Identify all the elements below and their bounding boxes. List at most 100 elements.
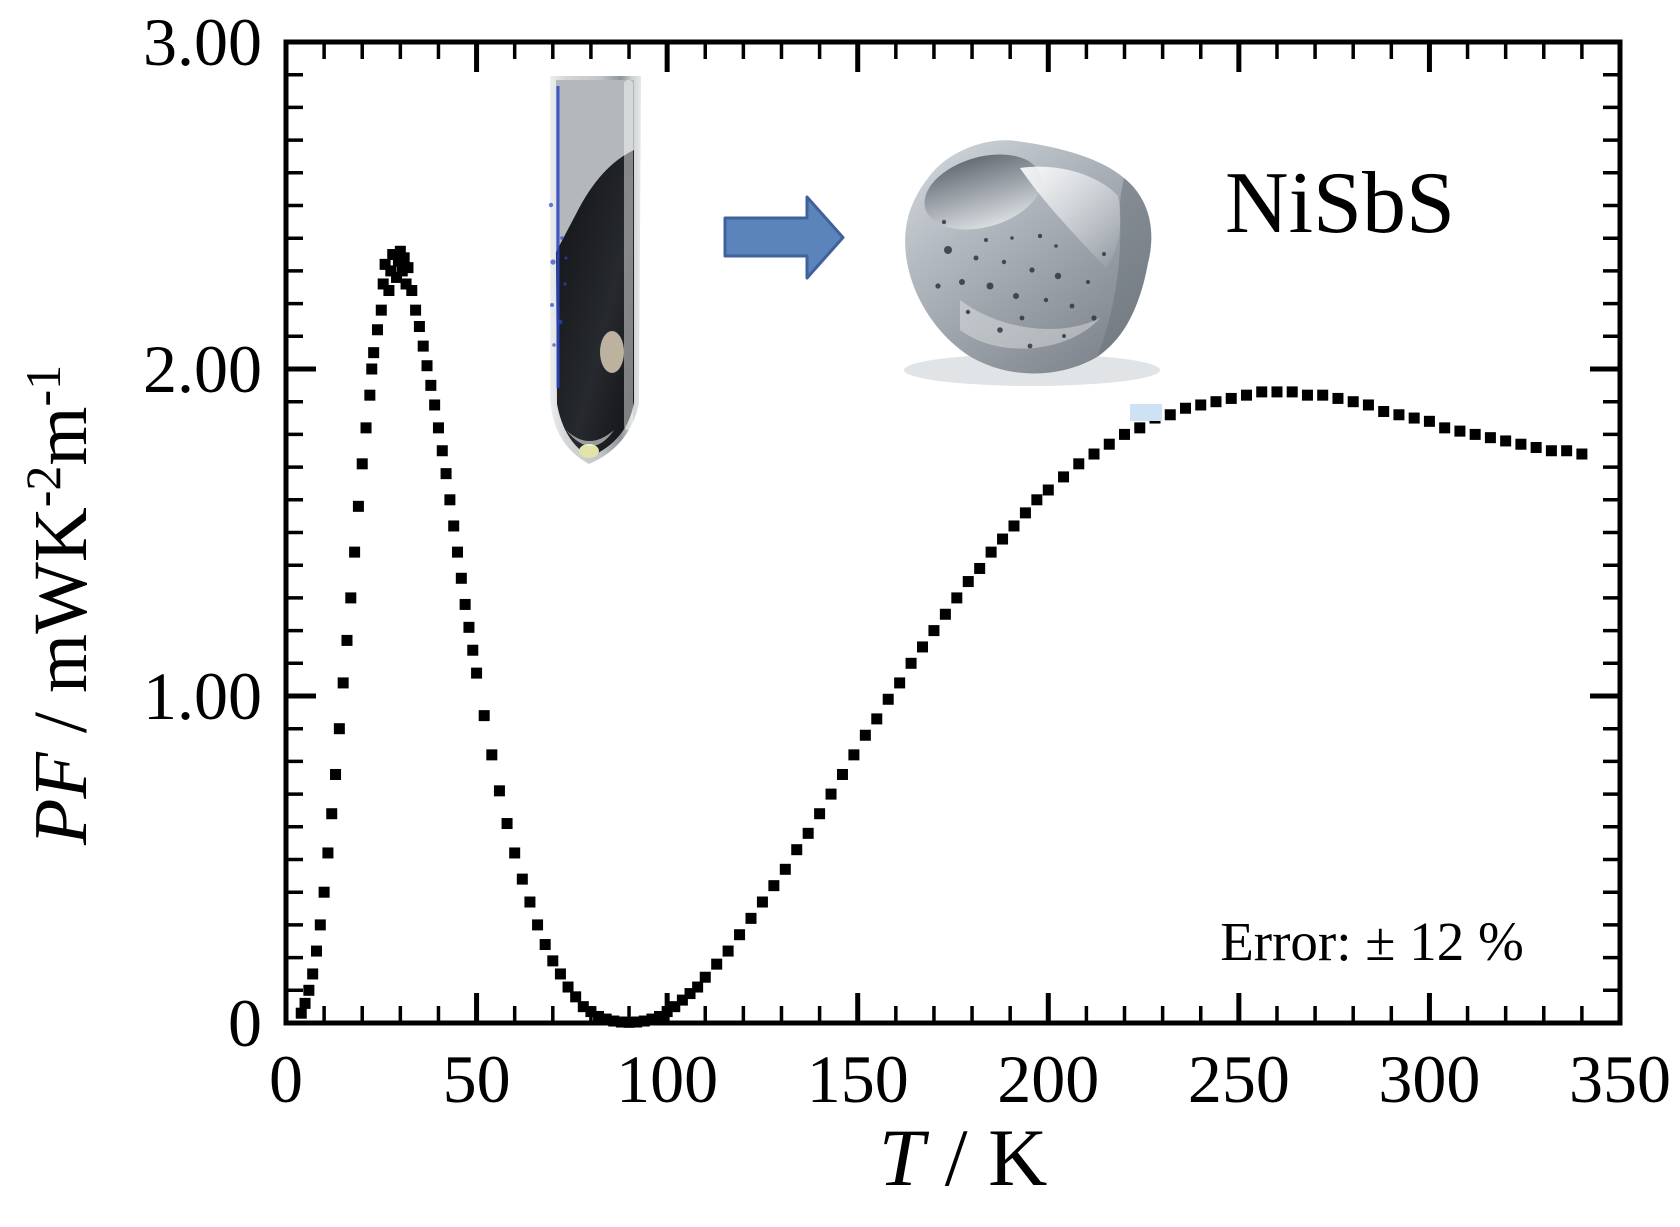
data-point-marker [1256,386,1268,398]
data-point-marker [1271,386,1283,398]
data-point-marker [577,1001,589,1013]
data-point-marker [676,994,688,1006]
data-point-marker [928,625,940,637]
data-point-marker [631,1016,643,1028]
y-axis-label: PF / mWK-2m-1 [15,365,103,846]
data-point-marker [951,592,963,604]
data-point-marker [398,252,410,264]
x-tick-label: 300 [1378,1041,1480,1117]
data-point-marker [1195,399,1207,411]
data-point-marker [848,749,860,761]
data-point-marker [516,873,528,885]
data-point-marker [585,1006,597,1018]
data-point-marker [654,1010,666,1022]
data-point-marker [1423,415,1435,427]
ampoule-tip-highlight [566,430,614,446]
y-tick-label: 1.00 [143,658,262,734]
data-point-marker [1240,389,1252,401]
data-point-marker [406,285,418,297]
data-series-nisbs [295,245,1588,1028]
data-point-marker [410,304,422,316]
data-point-marker [330,768,342,780]
data-point-marker [1561,445,1573,457]
data-point-marker [745,912,757,924]
data-point-marker [459,598,471,610]
data-point-marker [299,997,311,1009]
ampoule-bottom-bead [579,444,599,458]
y-tick-label: 3.00 [143,4,262,80]
x-tick-label: 250 [1188,1041,1290,1117]
data-point-marker [1019,507,1031,519]
data-point-marker [417,340,429,352]
data-point-marker [501,818,513,830]
data-point-marker [364,389,376,401]
x-tick-label: 0 [269,1041,303,1117]
data-point-marker [448,520,460,532]
data-point-marker [939,608,951,620]
data-point-marker [377,278,389,290]
y-tick-labels: 0 1.00 2.00 3.00 [143,4,262,1061]
data-point-marker [379,258,391,270]
data-point-marker [734,929,746,941]
data-point-marker [1484,432,1496,444]
data-point-marker [429,399,441,411]
data-point-marker [303,984,315,996]
data-point-marker [532,919,544,931]
ampoule-powder-mass [556,150,634,457]
photo-background-artifact [1130,404,1162,421]
data-point-marker [314,919,326,931]
data-point-marker [1454,425,1466,437]
data-point-marker [413,320,425,332]
data-point-marker [345,592,357,604]
data-point-marker [463,621,475,633]
data-point-marker [768,880,780,892]
ingot-cup-depression [924,154,1042,230]
data-point-marker [593,1010,605,1022]
data-point-marker [1378,406,1390,418]
ampoule-glass-highlight [624,80,633,430]
data-point-marker [1042,484,1054,496]
x-tick-label: 350 [1569,1041,1671,1117]
data-point-marker [905,657,917,669]
data-point-marker [385,265,397,277]
x-tick-label: 200 [997,1041,1099,1117]
data-point-marker [349,546,361,558]
ampoule-blue-specks [548,202,568,347]
ingot-photo [904,140,1162,421]
ampoule-photo [548,76,641,464]
x-tick-labels: 0 50 100 150 200 250 300 350 [269,1041,1671,1117]
y-tick-label: 2.00 [143,331,262,407]
data-point-marker [295,1007,307,1019]
data-point-marker [322,847,334,859]
x-tick-label: 50 [443,1041,511,1117]
data-point-marker [711,958,723,970]
data-point-marker [421,360,433,372]
data-point-marker [1008,520,1020,532]
data-point-marker [962,576,974,588]
data-point-marker [1225,392,1237,404]
data-point-marker [1347,396,1359,408]
data-point-marker [661,1006,673,1018]
ingot-specular-highlight [1020,166,1121,268]
data-point-marker [615,1016,627,1028]
data-point-marker [608,1015,620,1027]
data-point-marker [539,939,551,951]
data-point-marker [360,422,372,434]
ampoule-powder-top-granular [556,80,634,252]
data-point-marker [1530,441,1542,453]
data-point-marker [562,981,574,993]
data-point-marker [333,723,345,735]
data-point-marker [894,677,906,689]
data-point-marker [554,968,566,980]
data-point-marker [1393,409,1405,421]
data-point-marker [1469,428,1481,440]
process-arrow-icon [723,195,845,280]
data-point-marker [1164,409,1176,421]
data-point-marker [337,677,349,689]
data-point-marker [692,981,704,993]
data-point-marker [467,644,479,656]
data-point-marker [570,991,582,1003]
data-point-marker [452,546,464,558]
data-point-marker [1439,422,1451,434]
data-point-marker [1576,448,1588,460]
